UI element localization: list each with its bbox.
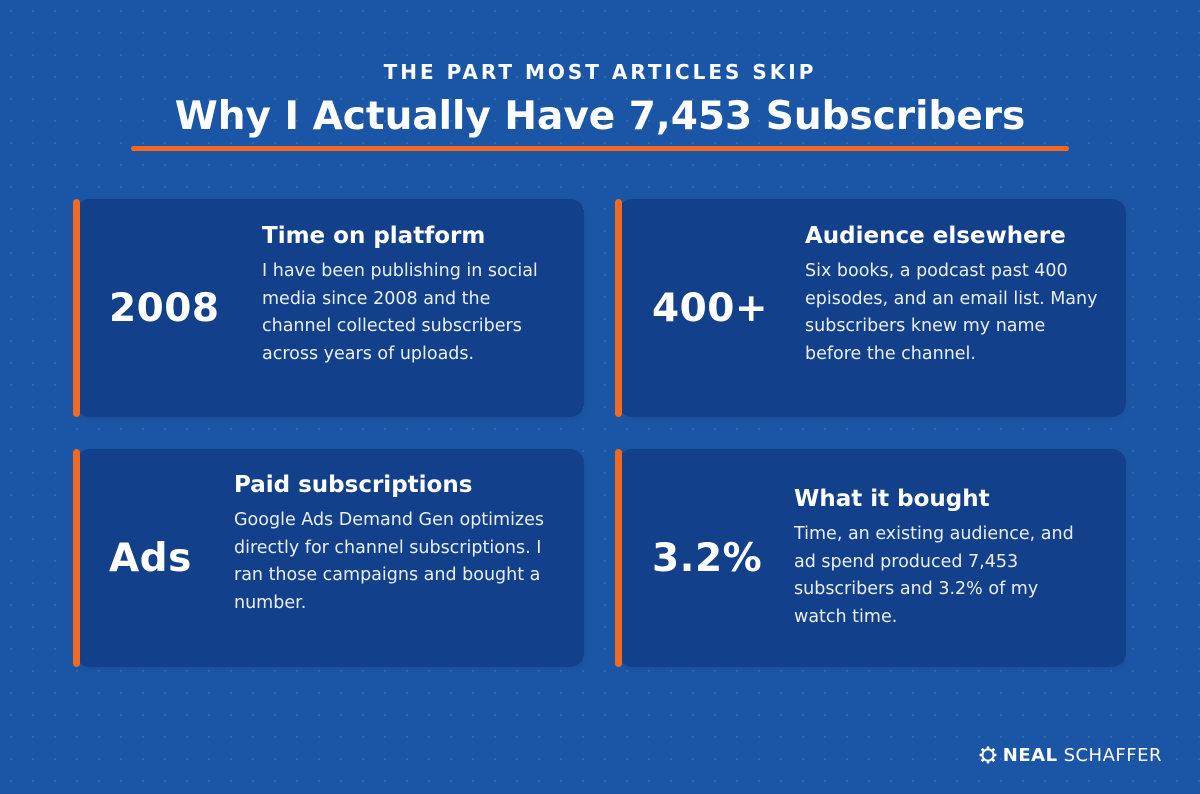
card-heading: Paid subscriptions (234, 472, 473, 498)
card-accent-bar (73, 449, 80, 667)
card-body: Google Ads Demand Gen optimizes directly… (234, 510, 545, 613)
card-stat: 400+ (652, 285, 769, 331)
gear-logo-icon (979, 746, 997, 764)
card-heading: Time on platform (262, 223, 486, 249)
card-stat: 2008 (109, 285, 220, 331)
card-accent-bar (73, 199, 80, 417)
eyebrow-heading: THE PART MOST ARTICLES SKIP (383, 60, 817, 84)
card-audience-elsewhere: 400+ Audience elsewhere Six books, a pod… (615, 199, 1126, 417)
page-title: Why I Actually Have 7,453 Subscribers (174, 94, 1026, 139)
card-stat: Ads (109, 535, 192, 581)
card-accent-bar (615, 449, 622, 667)
brand-logo: NEAL SCHAFFER (979, 744, 1162, 766)
brand-last-name: SCHAFFER (1063, 744, 1162, 766)
card-paid-subscriptions: Ads Paid subscriptions Google Ads Demand… (73, 449, 584, 667)
card-body: Six books, a podcast past 400 episodes, … (805, 261, 1098, 364)
card-what-it-bought: 3.2% What it bought Time, an existing au… (615, 449, 1126, 667)
brand-first-name: NEAL (1002, 744, 1058, 766)
card-heading: Audience elsewhere (805, 223, 1066, 249)
card-heading: What it bought (794, 486, 990, 512)
card-body: Time, an existing audience, and ad spend… (794, 524, 1074, 627)
card-body: I have been publishing in social media s… (262, 261, 538, 364)
card-time-on-platform: 2008 Time on platform I have been publis… (73, 199, 584, 417)
card-stat: 3.2% (652, 535, 763, 581)
title-underline (131, 146, 1069, 151)
card-accent-bar (615, 199, 622, 417)
